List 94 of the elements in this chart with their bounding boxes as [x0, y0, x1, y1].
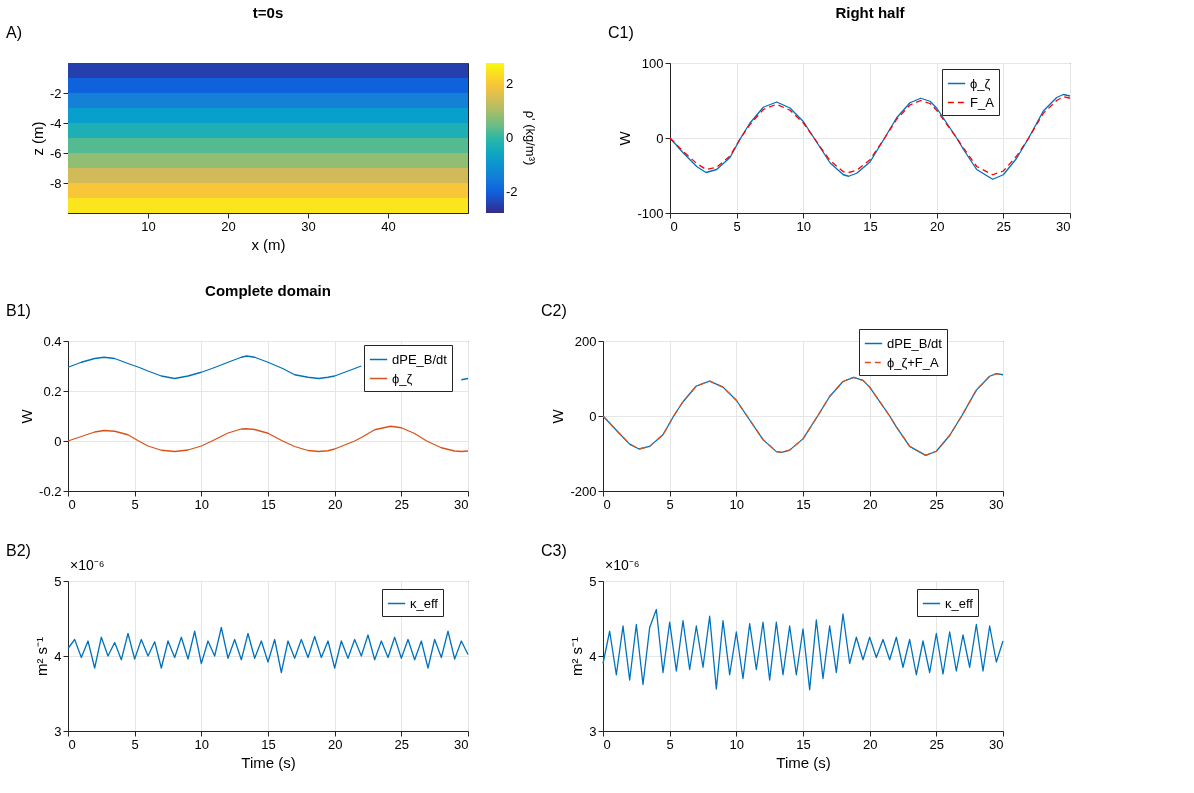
x-tick-label: 20	[862, 736, 878, 752]
x-tick-label: 15	[863, 218, 878, 234]
legend-label: κ_eff	[945, 595, 974, 611]
text: C3)	[541, 542, 567, 559]
x-tick-label: 5	[733, 218, 741, 234]
legend-label: κ_eff	[410, 595, 439, 611]
x-tick-label: 30	[454, 736, 469, 752]
x-tick-label: 15	[796, 736, 811, 752]
x-tick-label: 25	[929, 496, 945, 512]
y-axis-title: z (m)	[28, 121, 46, 156]
x-tick-label: 25	[394, 736, 410, 752]
x-axis-title: Time (s)	[776, 753, 831, 771]
y-tick-label: 4	[589, 648, 597, 664]
y-axis-title: m² s⁻¹	[568, 636, 586, 677]
y-axis-title: W	[616, 130, 634, 146]
y-tick-label: -8	[49, 175, 62, 191]
x-tick-label: 5	[131, 736, 139, 752]
x-tick-label: 15	[261, 496, 276, 512]
color-bar-label: -2	[506, 183, 518, 199]
y-tick-label: 0.2	[43, 383, 62, 399]
line-series	[67, 425, 469, 453]
x-tick-label: 5	[666, 496, 674, 512]
y-tick-label: 100	[641, 55, 664, 71]
x-tick-label: 30	[1056, 218, 1071, 234]
x-tick-label: 25	[394, 496, 410, 512]
color-bar-label: 2	[506, 76, 514, 92]
y-tick-label: 0	[589, 408, 597, 424]
chart-title: t=0s	[252, 4, 284, 21]
y-tick-label: -6	[49, 145, 62, 161]
legend-label: dPE_B/dt	[887, 335, 943, 351]
line-series	[67, 626, 469, 674]
x-tick-label: 0	[603, 496, 611, 512]
legend-label: ϕ_ζ	[392, 370, 413, 386]
legend-label: ϕ_ζ+F_A	[887, 354, 940, 370]
x-tick-label: 20	[221, 218, 236, 234]
x-tick-label: 40	[381, 218, 396, 234]
x-tick-label: 30	[301, 218, 316, 234]
x-tick-label: 30	[454, 496, 469, 512]
chart-title: Right half	[835, 4, 906, 21]
y-tick-label: 3	[589, 723, 597, 739]
x-tick-label: 10	[194, 496, 210, 512]
x-axis-title: x (m)	[251, 235, 286, 253]
x-tick-label: 25	[929, 736, 945, 752]
y-tick-label: 4	[54, 648, 62, 664]
y-tick-label: 5	[589, 573, 597, 589]
x-tick-label: 25	[996, 218, 1012, 234]
chart-title: Complete domain	[205, 282, 331, 299]
x-tick-label: 30	[989, 736, 1004, 752]
x-tick-label: 0	[603, 736, 611, 752]
text: C1)	[608, 24, 634, 41]
x-tick-label: 20	[327, 736, 343, 752]
y-axis-title: W	[18, 408, 36, 424]
legend-label: ϕ_ζ	[970, 75, 991, 91]
text: B1)	[6, 302, 31, 319]
x-tick-label: 30	[989, 496, 1004, 512]
x-tick-label: 5	[131, 496, 139, 512]
x-tick-label: 5	[666, 736, 674, 752]
y-axis-title: m² s⁻¹	[33, 636, 51, 677]
x-tick-label: 0	[68, 496, 76, 512]
y-tick-label: -2	[49, 85, 62, 101]
x-tick-label: 20	[327, 496, 343, 512]
text: ×10⁻⁶	[70, 557, 105, 573]
text: ×10⁻⁶	[605, 557, 640, 573]
y-tick-label: -4	[49, 115, 62, 131]
x-tick-label: 10	[194, 736, 210, 752]
x-tick-label: 0	[68, 736, 76, 752]
x-tick-label: 20	[929, 218, 945, 234]
y-axis-title: W	[549, 408, 567, 424]
color-bar-title: ρ' (kg/m³)	[523, 110, 538, 166]
x-tick-label: 20	[862, 496, 878, 512]
y-tick-label: -200	[570, 483, 597, 499]
legend-label: dPE_B/dt	[392, 351, 448, 367]
y-tick-label: 3	[54, 723, 62, 739]
color-bar-label: 0	[506, 130, 514, 145]
y-tick-label: 0	[656, 130, 664, 146]
y-tick-label: -100	[637, 205, 664, 221]
y-tick-label: 200	[574, 333, 597, 349]
y-tick-label: -0.2	[39, 483, 62, 499]
y-tick-label: 0	[54, 433, 62, 449]
x-tick-label: 10	[796, 218, 812, 234]
legend-label: F_A	[970, 94, 995, 110]
x-tick-label: 15	[796, 496, 811, 512]
line-series	[602, 372, 1004, 457]
x-tick-label: 15	[261, 736, 276, 752]
x-axis-title: Time (s)	[241, 753, 296, 771]
x-tick-label: 10	[729, 496, 745, 512]
text: A)	[6, 24, 22, 41]
x-tick-label: 10	[729, 736, 745, 752]
y-tick-label: 5	[54, 573, 62, 589]
text: B2)	[6, 542, 31, 559]
y-tick-label: 0.4	[43, 333, 62, 349]
x-tick-label: 0	[670, 218, 678, 234]
text: C2)	[541, 302, 567, 319]
x-tick-label: 10	[141, 218, 156, 234]
